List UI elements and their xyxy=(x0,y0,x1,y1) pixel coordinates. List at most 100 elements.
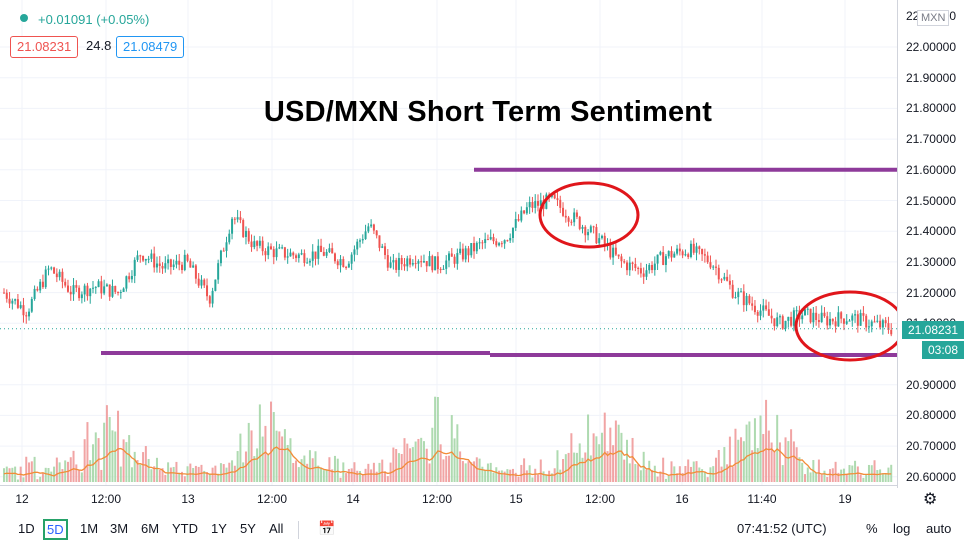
period-button-1m[interactable]: 1M xyxy=(80,521,99,536)
candle-body xyxy=(114,286,117,292)
candle-body xyxy=(642,273,645,277)
volume-bar xyxy=(392,447,395,482)
volume-bar xyxy=(817,459,820,482)
period-button-3m[interactable]: 3M xyxy=(110,521,129,536)
candle-body xyxy=(411,263,414,265)
volume-bar xyxy=(300,459,303,482)
candle-body xyxy=(787,316,790,321)
candle-body xyxy=(66,285,69,292)
period-button-ytd[interactable]: YTD xyxy=(172,521,198,536)
price-tick: 20.60000 xyxy=(905,469,956,484)
utc-clock[interactable]: 07:41:52 (UTC) xyxy=(737,521,827,536)
candle-body xyxy=(781,316,784,329)
candle-body xyxy=(495,241,498,246)
volume-bar xyxy=(222,464,225,482)
volume-bar xyxy=(183,476,186,482)
candle-body xyxy=(14,299,17,301)
volume-bar xyxy=(614,420,617,482)
candle-body xyxy=(879,320,882,328)
candle-body xyxy=(598,238,601,244)
volume-bar xyxy=(206,472,209,482)
period-button-1d[interactable]: 1D xyxy=(18,521,35,536)
buy-price-button[interactable]: 21.08479 xyxy=(116,36,185,58)
percent-scale-toggle[interactable]: % xyxy=(866,521,878,536)
candle-body xyxy=(228,233,231,243)
time-axis[interactable]: 12 12:00 13 12:00 14 12:00 15 12:00 16 11:40 19 xyxy=(0,485,897,512)
period-button-6m[interactable]: 6M xyxy=(141,521,160,536)
volume-bar xyxy=(317,465,320,482)
candle-body xyxy=(270,246,272,250)
volume-bar xyxy=(217,473,220,482)
candle-body xyxy=(359,240,361,242)
volume-bar xyxy=(30,461,33,482)
volume-bar xyxy=(628,463,631,482)
period-button-5d[interactable]: 5D xyxy=(43,519,68,540)
time-tick: 15 xyxy=(509,492,523,506)
candle-body xyxy=(511,227,514,238)
log-scale-toggle[interactable]: log xyxy=(893,521,911,536)
period-button-5y[interactable]: 5Y xyxy=(240,521,256,536)
volume-bar xyxy=(587,414,590,482)
period-button-1y[interactable]: 1Y xyxy=(211,521,227,536)
candle-body xyxy=(731,284,734,298)
volume-bar xyxy=(417,438,420,482)
candle-body xyxy=(375,230,378,236)
auto-scale-toggle[interactable]: auto xyxy=(926,521,952,536)
volume-bar xyxy=(517,476,520,482)
candle-body xyxy=(167,259,170,264)
market-status-icon xyxy=(20,14,28,22)
volume-bar xyxy=(44,467,47,482)
volume-bar xyxy=(548,470,551,482)
candle-body xyxy=(837,312,840,327)
candle-body xyxy=(425,261,428,267)
candle-body xyxy=(804,309,806,316)
volume-bar xyxy=(664,478,667,482)
volume-bar xyxy=(267,454,270,482)
candle-body xyxy=(600,235,603,239)
volume-bar xyxy=(600,432,603,482)
price-axis[interactable]: 22.1000022.0000021.9000021.8000021.70000… xyxy=(897,0,968,488)
volume-bar xyxy=(820,474,823,482)
gear-icon[interactable]: ⚙ xyxy=(923,491,938,508)
candle-body xyxy=(812,312,815,323)
volume-bar xyxy=(470,462,473,482)
candle-body xyxy=(581,226,584,229)
candle-body xyxy=(8,298,11,304)
volume-bar xyxy=(155,457,158,482)
candle-body xyxy=(556,198,559,200)
candle-body xyxy=(53,267,56,274)
volume-bar xyxy=(790,429,793,482)
volume-bar xyxy=(436,396,439,482)
candle-body xyxy=(831,318,834,322)
candle-body xyxy=(417,261,420,264)
volume-bar xyxy=(842,468,845,482)
candle-body xyxy=(353,249,356,255)
volume-bar xyxy=(845,473,848,482)
volume-bar xyxy=(372,462,375,482)
volume-bar xyxy=(651,469,654,482)
volume-bar xyxy=(770,442,773,482)
candle-body xyxy=(815,312,818,320)
candle-body xyxy=(16,299,19,308)
volume-bar xyxy=(445,455,448,482)
candle-body xyxy=(397,258,400,270)
volume-bar xyxy=(331,469,334,482)
volume-bar xyxy=(175,461,178,482)
candle-body xyxy=(842,318,845,324)
candle-body xyxy=(703,254,706,256)
candle-body xyxy=(737,291,740,298)
volume-bar xyxy=(311,458,314,482)
candle-body xyxy=(717,267,720,280)
volume-bar xyxy=(345,473,348,482)
candle-body xyxy=(208,296,211,304)
sell-price-button[interactable]: 21.08231 xyxy=(10,36,79,58)
candle-body xyxy=(236,217,239,220)
volume-bar xyxy=(784,437,787,482)
candle-body xyxy=(673,253,676,258)
period-button-all[interactable]: All xyxy=(269,521,284,536)
volume-bar xyxy=(247,422,250,482)
candle-body xyxy=(723,276,726,280)
volume-bar xyxy=(22,477,25,482)
calendar-icon[interactable]: 📅 xyxy=(318,520,336,536)
